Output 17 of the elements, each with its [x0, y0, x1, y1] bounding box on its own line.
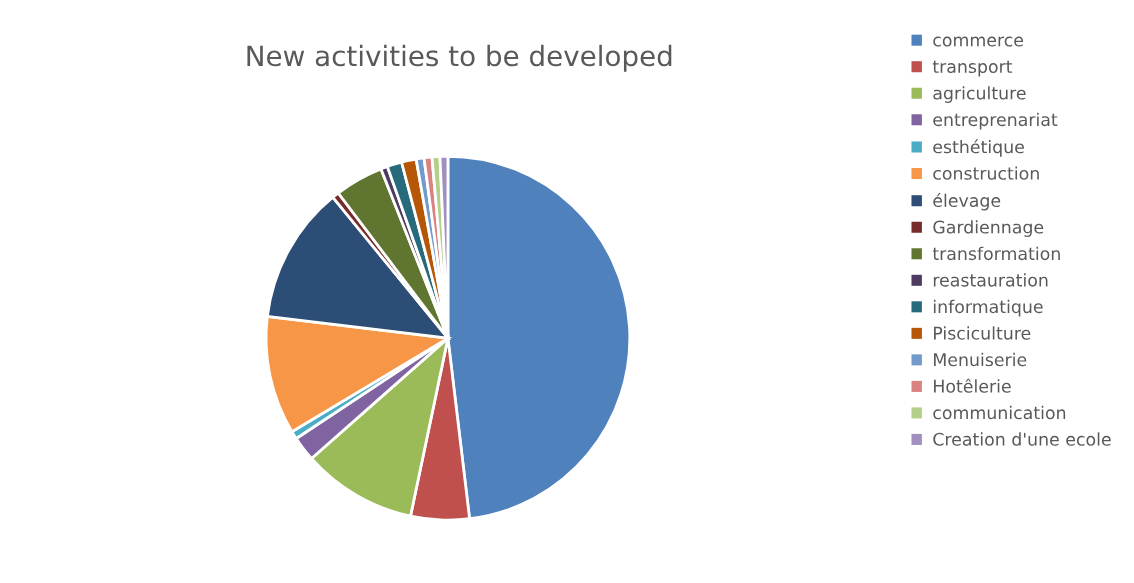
legend-label: Creation d'une ecole — [933, 432, 1111, 446]
legend-label: Menuiserie — [934, 352, 1027, 367]
legend-label: esthétique — [933, 139, 1024, 157]
legend-label: Hotêlerie — [934, 378, 1011, 393]
legend-label: Pisciculture — [934, 326, 1031, 340]
legend-label: transport — [932, 60, 1013, 77]
legend-label: Gardiennage — [933, 220, 1044, 237]
legend-label: élevage — [933, 192, 1001, 211]
legend-label: commerce — [933, 36, 1024, 47]
legend-label: construction — [933, 166, 1039, 180]
legend-label: agriculture — [933, 86, 1026, 103]
legend-label: communication — [933, 405, 1066, 420]
legend-label: entreprenariat — [933, 112, 1058, 130]
legend-label: informatique — [933, 299, 1043, 317]
legend-label: transformation — [932, 246, 1060, 261]
chart-title: New activities to be developed — [247, 44, 672, 72]
legend-label: reastauration — [933, 273, 1048, 287]
